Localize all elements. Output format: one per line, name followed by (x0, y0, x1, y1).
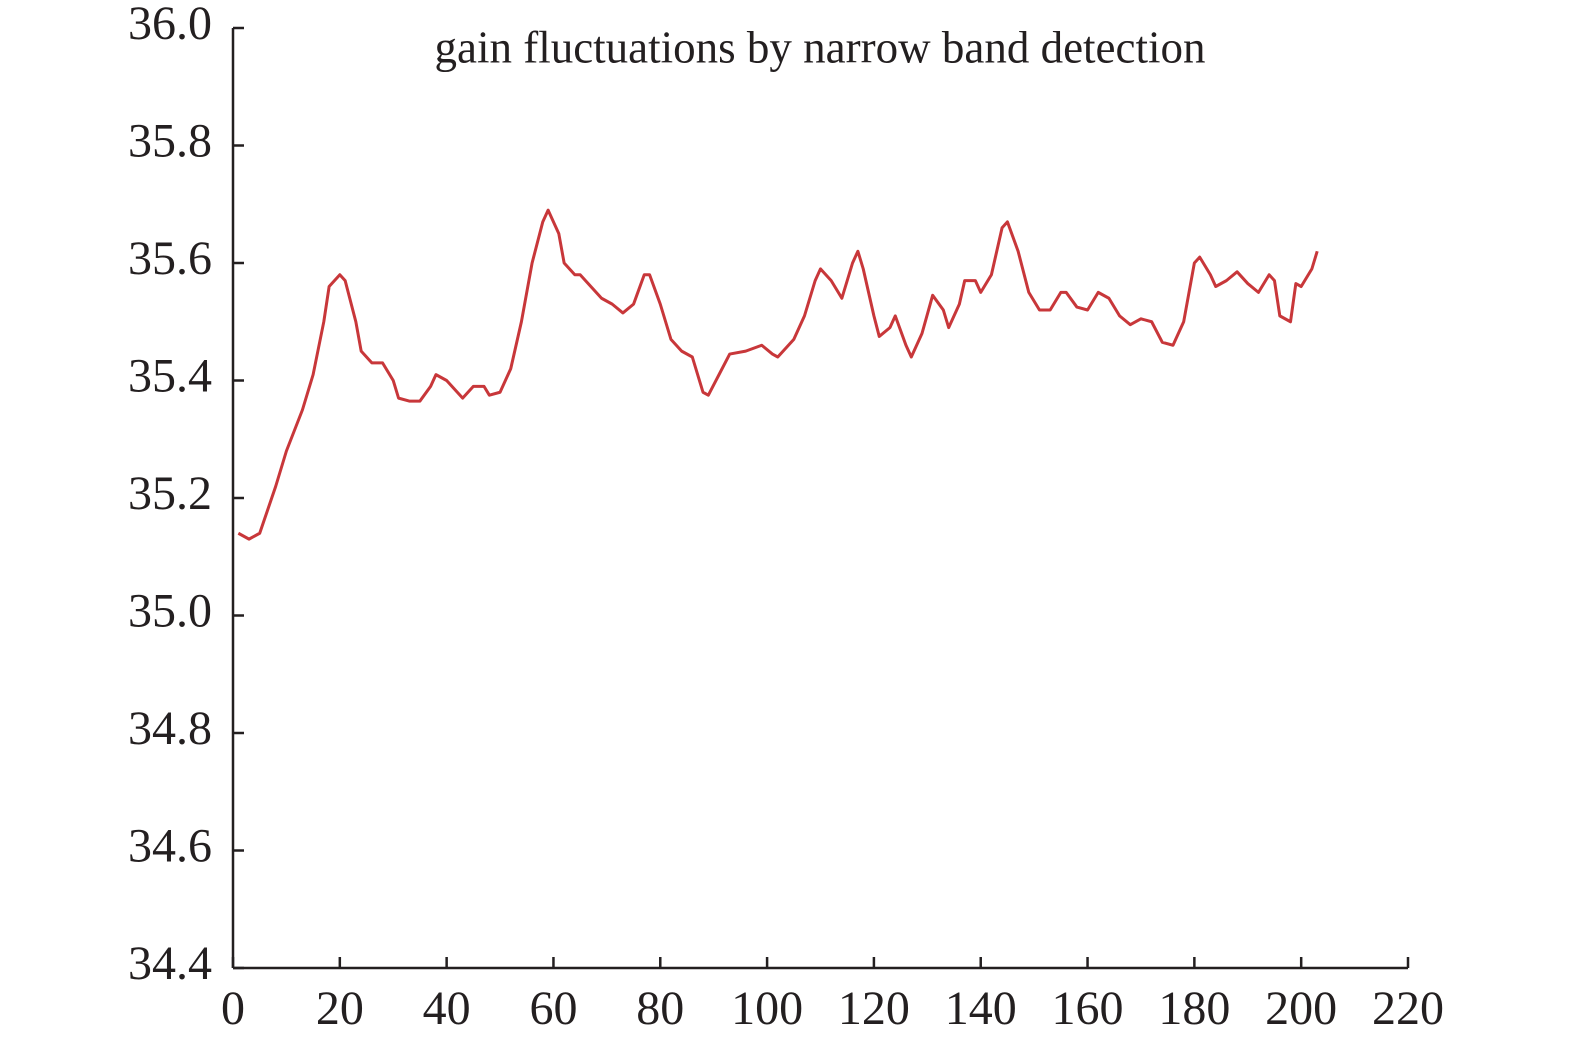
x-tick-label: 20 (316, 982, 364, 1035)
y-tick-label: 34.6 (128, 820, 212, 873)
y-tick-label: 35.8 (128, 115, 212, 168)
x-tick-label: 0 (221, 982, 245, 1035)
x-tick-label: 100 (731, 982, 803, 1035)
y-tick-label: 35.0 (128, 585, 212, 638)
x-tick-label: 160 (1052, 982, 1124, 1035)
x-tick-label: 80 (636, 982, 684, 1035)
y-tick-label: 35.4 (128, 350, 212, 403)
x-tick-label: 120 (838, 982, 910, 1035)
x-tick-label: 60 (529, 982, 577, 1035)
x-tick-label: 220 (1372, 982, 1444, 1035)
y-tick-label: 34.8 (128, 702, 212, 755)
x-tick-label: 140 (945, 982, 1017, 1035)
y-tick-label: 35.2 (128, 467, 212, 520)
y-tick-label: 34.4 (128, 937, 212, 990)
y-tick-label: 36.0 (128, 0, 212, 50)
chart-title: gain fluctuations by narrow band detecti… (434, 22, 1205, 72)
data-line (237, 208, 1319, 541)
x-tick-label: 200 (1265, 982, 1337, 1035)
y-tick-label: 35.6 (128, 232, 212, 285)
x-tick-label: 40 (423, 982, 471, 1035)
x-tick-label: 180 (1158, 982, 1230, 1035)
